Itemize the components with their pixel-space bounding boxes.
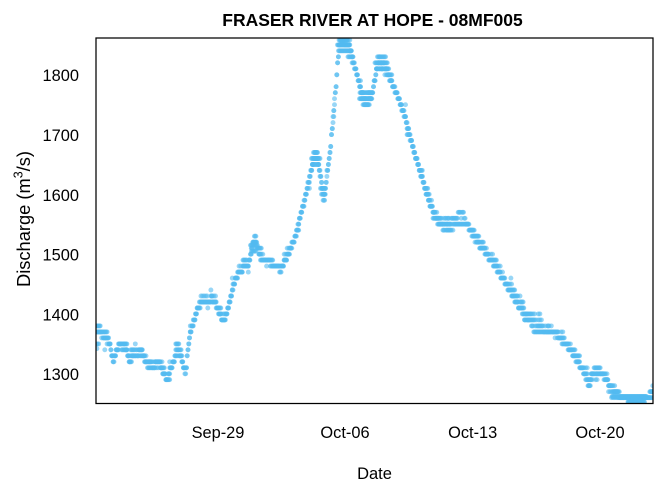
svg-text:1300: 1300 [43,366,79,384]
svg-text:Discharge (m3/s): Discharge (m3/s) [11,151,34,287]
svg-text:Date: Date [357,465,392,480]
svg-text:1500: 1500 [43,247,79,265]
svg-text:Oct-20: Oct-20 [575,424,624,442]
svg-text:Oct-13: Oct-13 [448,424,497,442]
svg-text:1800: 1800 [43,67,79,85]
svg-text:1600: 1600 [43,187,79,205]
svg-text:1400: 1400 [43,306,79,324]
svg-text:1700: 1700 [43,127,79,145]
svg-text:Sep-29: Sep-29 [192,424,245,442]
svg-text:Oct-06: Oct-06 [320,424,369,442]
svg-text:FRASER RIVER AT HOPE - 08MF005: FRASER RIVER AT HOPE - 08MF005 [222,10,523,30]
